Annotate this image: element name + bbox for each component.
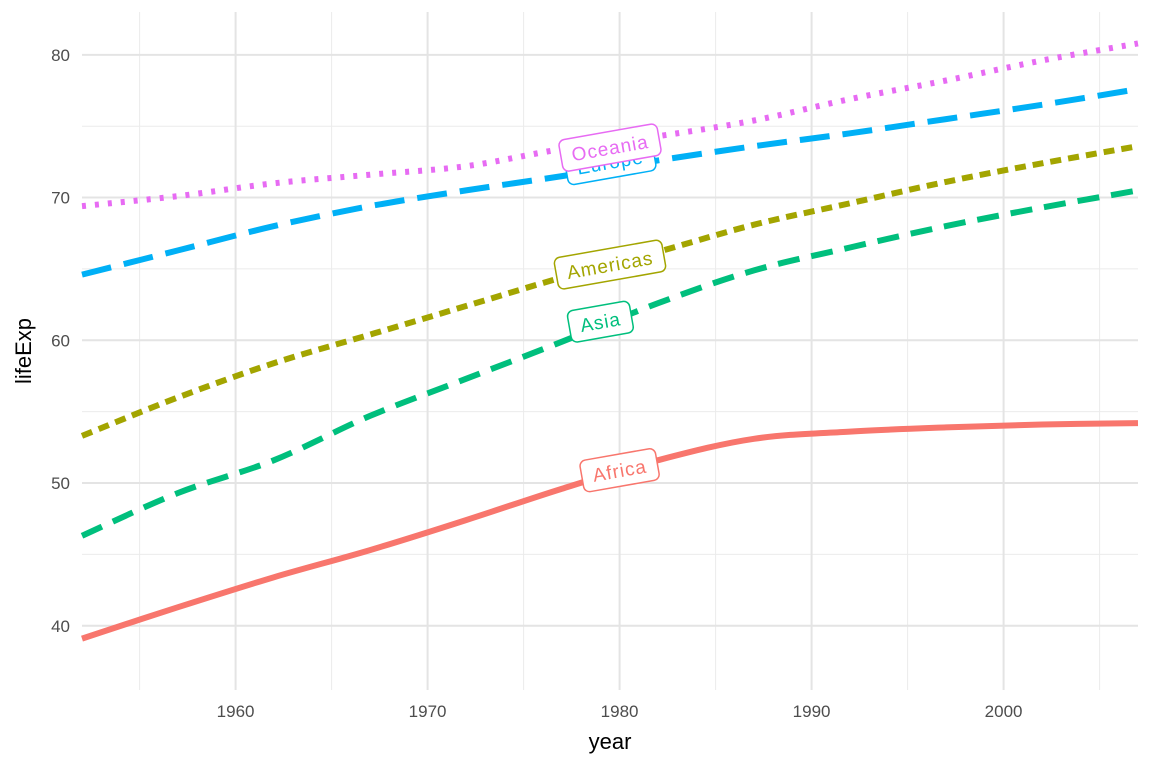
series-label-asia: Asia xyxy=(566,300,634,343)
x-axis-title: year xyxy=(589,729,632,754)
series-line-europe xyxy=(81,86,1139,278)
y-tick-label: 60 xyxy=(51,331,70,350)
x-tick-label: 2000 xyxy=(985,702,1023,721)
series-label-box xyxy=(579,447,660,493)
series-line-oceania xyxy=(81,40,1139,210)
x-tick-label: 1960 xyxy=(217,702,255,721)
x-tick-label: 1970 xyxy=(409,702,447,721)
y-tick-label: 80 xyxy=(51,46,70,65)
series-label-box xyxy=(558,123,662,172)
series-label-americas: Americas xyxy=(553,239,667,290)
x-axis-tick-labels: 1960 1970 1980 1990 2000 xyxy=(217,702,1023,721)
series-label-box xyxy=(566,300,634,343)
series-labels: AfricaAmericasAsiaEuropeOceania xyxy=(553,123,667,493)
series-label-africa: Africa xyxy=(579,447,660,493)
x-tick-label: 1980 xyxy=(601,702,639,721)
y-axis-tick-labels: 40 50 60 70 80 xyxy=(51,46,70,636)
x-tick-label: 1990 xyxy=(793,702,831,721)
y-tick-label: 50 xyxy=(51,474,70,493)
series-label-box xyxy=(553,239,667,290)
y-axis-title: lifeExp xyxy=(11,318,36,384)
y-tick-label: 70 xyxy=(51,189,70,208)
y-tick-label: 40 xyxy=(51,617,70,636)
